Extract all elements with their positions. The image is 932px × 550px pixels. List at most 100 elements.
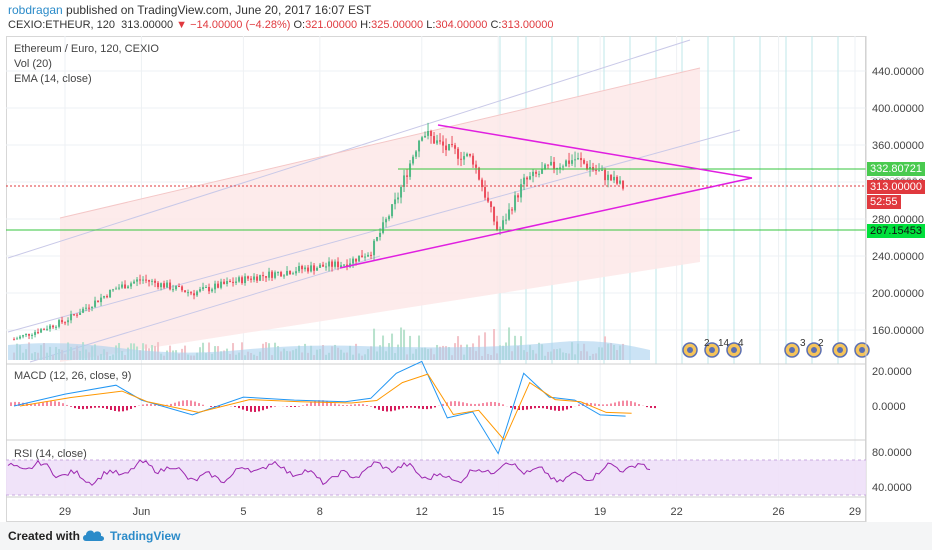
candle-body <box>526 177 529 180</box>
candle-body <box>460 158 463 160</box>
candle-body <box>385 219 388 223</box>
x-tick-label: 22 <box>670 506 682 518</box>
macd-histogram-bar <box>578 404 580 406</box>
rsi-pane <box>7 459 651 486</box>
candle-body <box>478 167 481 180</box>
macd-histogram-bar <box>86 406 88 409</box>
macd-histogram-bar <box>514 406 516 410</box>
candle-body <box>166 282 169 288</box>
macd-histogram-bar <box>322 400 324 406</box>
candle-body <box>430 131 433 137</box>
candle-body <box>412 156 415 164</box>
candle-body <box>46 328 49 330</box>
tradingview-brand[interactable]: TradingView <box>110 529 181 543</box>
candle-body <box>136 279 139 282</box>
candle-body <box>337 261 340 268</box>
event-badge-count: 14 <box>718 338 730 349</box>
macd-histogram-bar <box>618 401 620 406</box>
candle-body <box>178 286 181 288</box>
ema-legend[interactable]: EMA (14, close) <box>14 73 92 85</box>
macd-histogram-bar <box>442 403 444 406</box>
publish-info: robdragan published on TradingView.com, … <box>8 3 371 17</box>
macd-histogram-bar <box>646 406 648 408</box>
macd-histogram-bar <box>494 402 496 406</box>
ohlc-line: CEXIO:ETHEUR, 120 313.00000 ▼ −14.00000 … <box>8 19 553 31</box>
candle-body <box>202 287 205 290</box>
macd-histogram-bar <box>38 403 40 406</box>
indicator-tick-label: 20.0000 <box>872 366 912 378</box>
macd-legend[interactable]: MACD (12, 26, close, 9) <box>14 370 132 382</box>
macd-histogram-bar <box>234 406 236 407</box>
candle-body <box>70 314 73 321</box>
candle-body <box>109 289 112 298</box>
candle-body <box>397 197 400 200</box>
macd-histogram-bar <box>122 406 124 412</box>
candle-body <box>391 204 394 217</box>
macd-histogram-bar <box>526 406 528 410</box>
candle-body <box>595 169 598 171</box>
macd-histogram-bar <box>302 405 304 406</box>
macd-histogram-bar <box>190 400 192 406</box>
macd-histogram-bar <box>126 406 128 411</box>
created-with-text: Created with <box>8 529 81 543</box>
macd-histogram-bar <box>478 403 480 406</box>
candle-body <box>79 312 82 315</box>
price-axis[interactable]: 160.00000200.00000240.00000280.00000320.… <box>872 66 924 494</box>
candle-body <box>304 267 307 270</box>
candle-body <box>367 254 370 257</box>
macd-histogram-bar <box>334 403 336 406</box>
candle-body <box>409 163 412 177</box>
rsi-legend[interactable]: RSI (14, close) <box>14 448 87 460</box>
volume-bar <box>373 328 376 360</box>
candle-body <box>52 325 55 328</box>
macd-histogram-bar <box>410 406 412 408</box>
candle-body <box>226 281 229 284</box>
macd-histogram-bar <box>566 406 568 410</box>
candle-body <box>496 221 499 231</box>
candle-body <box>463 156 466 160</box>
price-chart[interactable]: 2 14 4 3 2 160.00000 200.00000 240.00000 280.00… <box>0 0 932 522</box>
rsi-line <box>7 459 651 486</box>
author-link[interactable]: robdragan <box>8 3 63 17</box>
triangle-upper-line[interactable] <box>437 124 753 179</box>
candle-body <box>484 187 487 198</box>
tradingview-cloud-icon[interactable] <box>82 527 106 543</box>
macd-histogram-bar <box>654 406 656 409</box>
macd-histogram-bar <box>382 406 384 411</box>
macd-histogram-bar <box>238 406 240 409</box>
candle-body <box>112 289 115 291</box>
candle-body <box>187 292 190 294</box>
candle-body <box>427 131 430 136</box>
macd-histogram-bar <box>30 403 32 406</box>
candle-body <box>523 177 526 185</box>
macd-histogram-bar <box>350 404 352 406</box>
last-price-tag: 313.00000 <box>867 180 925 194</box>
candle-body <box>538 173 541 175</box>
candle-body <box>403 175 406 187</box>
event-badges[interactable]: 2 14 4 3 2 <box>682 338 870 358</box>
macd-histogram-bar <box>358 403 360 406</box>
time-axis[interactable]: 29 Jun 5 8 12 15 19 22 26 29 <box>59 506 861 518</box>
event-badge-dot <box>687 347 693 353</box>
main-legend-title[interactable]: Ethereum / Euro, 120, CEXIO <box>14 43 159 55</box>
volume-bar <box>157 342 160 360</box>
macd-histogram-bar <box>94 406 96 408</box>
volume-bar <box>493 329 496 360</box>
candle-body <box>76 314 79 316</box>
macd-histogram-bar <box>362 404 364 406</box>
candle-body <box>85 307 88 309</box>
candle-body <box>82 308 85 313</box>
candle-body <box>61 320 64 323</box>
macd-histogram-bar <box>194 401 196 406</box>
low-value: 304.00000 <box>435 19 488 31</box>
candle-body <box>319 264 322 268</box>
candle-body <box>34 332 37 335</box>
macd-histogram-bar <box>142 404 144 406</box>
event-badge-dot <box>789 347 795 353</box>
candle-body <box>28 333 31 336</box>
triangle-lower-line[interactable] <box>339 177 753 269</box>
volume-legend[interactable]: Vol (20) <box>14 58 52 70</box>
candle-body <box>535 171 538 174</box>
bar-countdown-tag: 52:55 <box>867 195 901 209</box>
macd-histogram-bar <box>290 406 292 407</box>
